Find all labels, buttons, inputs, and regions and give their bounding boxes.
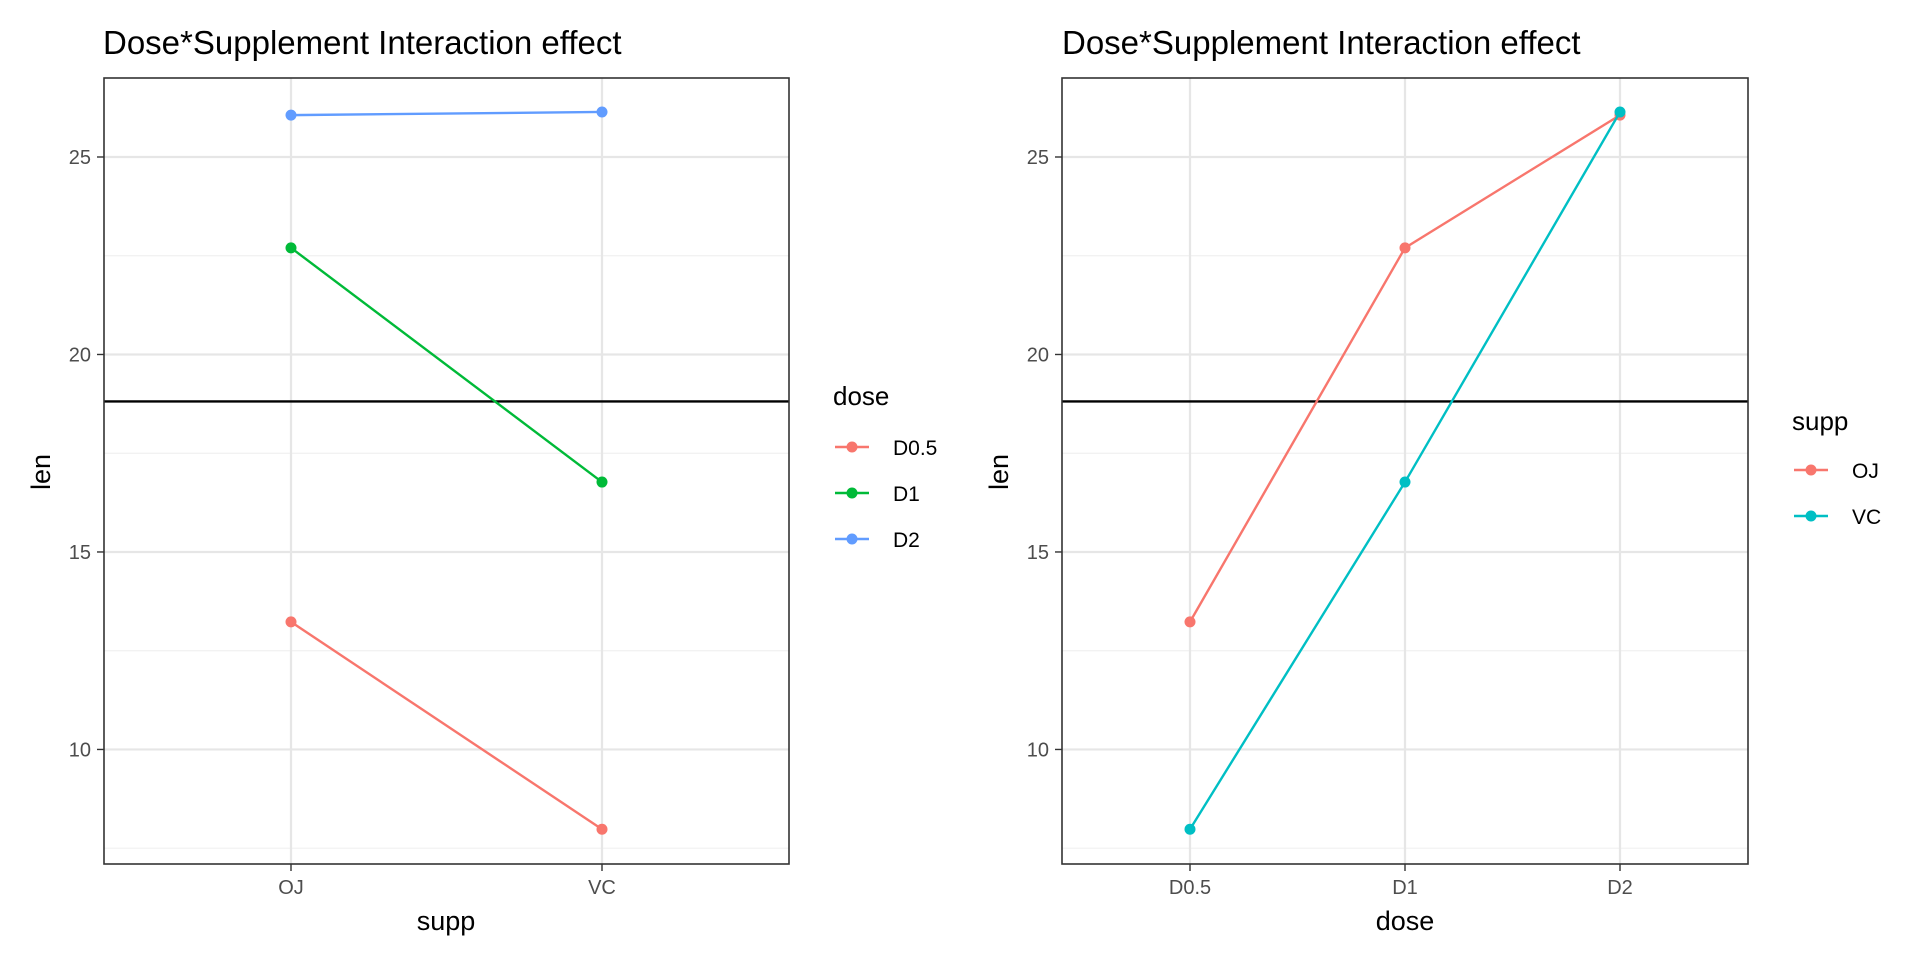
legend-item-d0.5: D0.5 [835,437,937,460]
data-point-vc [1184,823,1196,835]
series-line-d2 [290,110,603,117]
legend-label: D2 [893,529,920,552]
legend-title: supp [1792,406,1848,436]
data-point-oj [1399,242,1411,254]
y-tick-label: 20 [69,344,91,366]
legend-label: D1 [893,483,920,506]
data-point-oj [1184,616,1196,628]
y-axis-title: len [984,454,1014,490]
y-tick-label: 25 [69,147,91,169]
y-tick-label: 20 [1027,344,1049,366]
y-tick-label: 25 [1027,147,1049,169]
legend-key-point [846,441,858,453]
data-point-vc [1614,106,1626,118]
legend: OJ VC [1794,460,1881,529]
series-line-d0.5 [290,620,603,831]
y-tick-label: 10 [1027,739,1049,761]
x-tick-label: OJ [278,877,304,899]
legend-label: D0.5 [893,437,937,460]
chart-title: Dose*Supplement Interaction effect [1062,24,1581,61]
legend-item-vc: VC [1794,506,1881,529]
chart-panel-supp-by-dose: Dose*Supplement Interaction effect dose … [984,24,1881,936]
data-point-d1 [285,242,297,254]
x-axis-title: dose [1376,906,1435,936]
legend-label: VC [1852,506,1881,529]
legend-key-point [846,487,858,499]
legend: D0.5 D1 D2 [835,437,937,552]
data-point-d2 [596,106,608,118]
data-point-d2 [285,109,297,121]
y-tick-label: 15 [69,542,91,564]
x-tick-label: D0.5 [1169,877,1211,899]
chart-panel-dose-by-supp: Dose*Supplement Interaction effect supp … [26,24,937,936]
legend-title: dose [833,381,889,411]
legend-label: OJ [1852,460,1879,483]
x-tick-label: D2 [1607,877,1633,899]
x-tick-label: D1 [1392,877,1418,899]
y-tick-label: 10 [69,739,91,761]
legend-item-d2: D2 [835,529,920,552]
legend-key-point [846,533,858,545]
legend-item-oj: OJ [1794,460,1879,483]
plot-border [103,77,790,865]
chart-title: Dose*Supplement Interaction effect [103,24,622,61]
y-axis-title: len [26,454,56,490]
plot-border [1061,77,1749,865]
x-axis-title: supp [417,906,476,936]
legend-key-point [1805,464,1817,476]
legend-key-point [1805,510,1817,522]
data-point-vc [1399,476,1411,488]
series-line-d1 [290,246,603,484]
y-tick-label: 15 [1027,542,1049,564]
data-point-d0.5 [596,823,608,835]
x-tick-label: VC [588,877,616,899]
data-point-d1 [596,476,608,488]
legend-item-d1: D1 [835,483,920,506]
data-point-d0.5 [285,616,297,628]
